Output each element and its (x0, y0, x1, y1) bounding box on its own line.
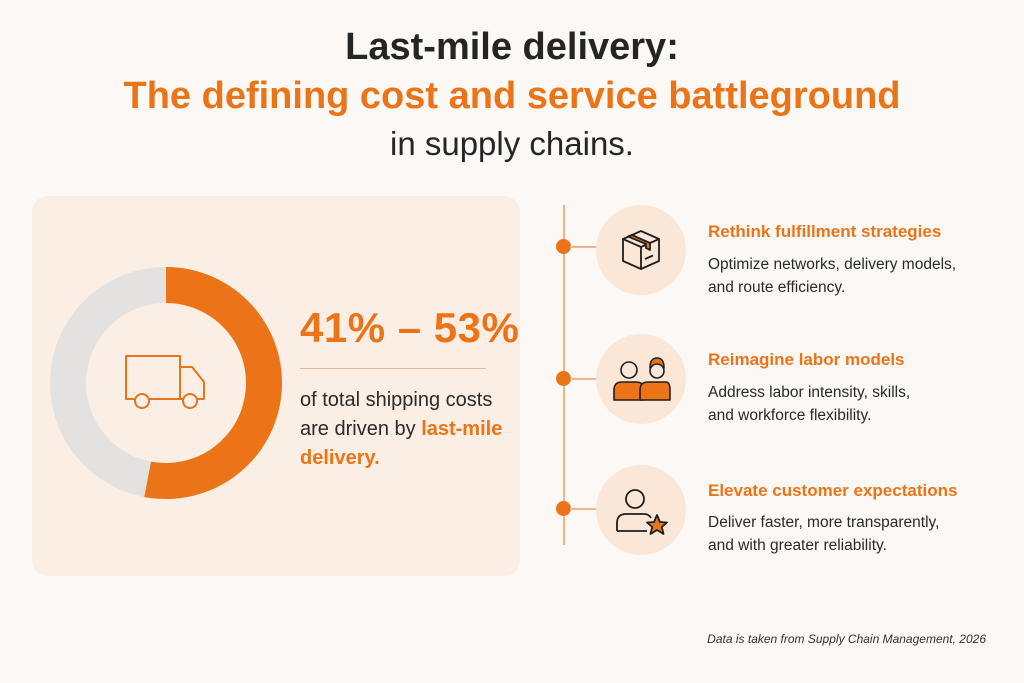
item-icon-circle-1 (596, 205, 686, 295)
item-desc-3: Deliver faster, more transparently, and … (708, 511, 1008, 557)
timeline-dot-2 (556, 371, 571, 386)
item-desc-1-line-1: Optimize networks, delivery models, (708, 256, 957, 273)
timeline-connector-3 (570, 508, 598, 510)
page-header: Last-mile delivery: The defining cost an… (0, 22, 1024, 168)
item-icon-circle-2 (596, 334, 686, 424)
stat-range: 41% – 53% (300, 304, 520, 351)
item-title-2: Reimagine labor models (708, 350, 905, 369)
item-desc-1: Optimize networks, delivery models, and … (708, 253, 1008, 299)
timeline-connector-2 (570, 378, 598, 380)
title-line-2: The defining cost and service battlegrou… (123, 75, 901, 117)
stat-desc-highlight: last-mile delivery. (300, 418, 503, 469)
item-desc-2-line-2: and workforce flexibility. (708, 407, 872, 424)
customer-star-icon (616, 489, 668, 535)
item-desc-1-line-2: and route efficiency. (708, 279, 846, 296)
timeline-dot-1 (556, 239, 571, 254)
stat-description: of total shipping costs are driven by la… (300, 386, 510, 473)
item-desc-2: Address labor intensity, skills, and wor… (708, 381, 1008, 427)
stat-divider (300, 368, 486, 369)
workers-icon (613, 357, 671, 401)
package-box-icon (622, 230, 660, 270)
item-desc-3-line-1: Deliver faster, more transparently, (708, 514, 940, 531)
item-desc-3-line-2: and with greater reliability. (708, 537, 887, 554)
stat-desc-text: of total shipping costs are driven by (300, 389, 493, 440)
cost-share-donut (50, 267, 282, 499)
donut-share-arc (144, 267, 282, 499)
donut-track-arc (50, 267, 166, 497)
timeline-dot-3 (556, 501, 571, 516)
title-line-1: Last-mile delivery: (345, 26, 679, 68)
title-line-3: in supply chains. (390, 125, 634, 162)
item-desc-2-line-1: Address labor intensity, skills, (708, 384, 911, 401)
item-title-3: Elevate customer expectations (708, 481, 958, 500)
footnote: Data is taken from Supply Chain Manageme… (707, 632, 986, 646)
delivery-truck-icon (125, 355, 205, 409)
timeline-connector-1 (570, 246, 598, 248)
stat-card: 41% – 53% of total shipping costs are dr… (32, 196, 520, 576)
item-icon-circle-3 (596, 465, 686, 555)
item-title-1: Rethink fulfillment strategies (708, 222, 942, 241)
